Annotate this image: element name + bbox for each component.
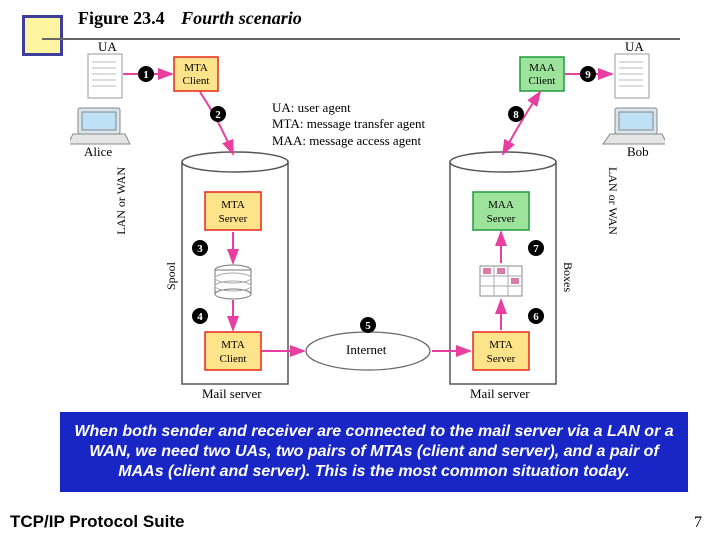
arrow-step [503,92,540,154]
internet-label: Internet [346,342,386,358]
legend-block: UA: user agent MTA: message transfer age… [272,100,425,149]
footer-left: TCP/IP Protocol Suite [10,512,184,532]
svg-text:MTA: MTA [221,339,245,351]
lan-wan-label: LAN or WAN [114,167,129,235]
svg-text:Server: Server [487,213,516,225]
document-icon [88,54,122,98]
step-badge: 8 [513,109,519,121]
step-badge: 3 [197,243,203,255]
svg-text:Client: Client [529,75,556,87]
svg-text:MTA: MTA [221,199,245,211]
svg-text:MTA: MTA [184,62,208,74]
caption-box: When both sender and receiver are connec… [60,412,688,492]
svg-text:Server: Server [219,213,248,225]
ua-label: UA [98,39,117,55]
svg-text:Client: Client [183,75,210,87]
accent-square [22,15,63,56]
svg-text:MTA: MTA [489,339,513,351]
laptop-icon [70,108,130,144]
figure-header: Figure 23.4 Fourth scenario [78,8,680,29]
step-badge: 4 [197,311,203,323]
bob-label: Bob [627,144,649,160]
figure-number: Figure 23.4 [78,8,165,28]
caption-text: When both sender and receiver are connec… [74,423,673,480]
step-badge: 7 [533,243,539,255]
laptop-icon [603,108,665,144]
step-badge: 5 [365,320,371,332]
spool-icon [215,265,251,299]
svg-text:Client: Client [220,353,247,365]
step-badge: 1 [143,69,149,81]
lan-wan-label: LAN or WAN [605,167,620,235]
diagram-area: MTA Client MAA Client MTA Server [70,42,665,404]
svg-text:MAA: MAA [529,62,555,74]
alice-label: Alice [84,144,112,160]
step-badge: 2 [215,109,221,121]
mail-server-left: MTA Server MTA Client [182,152,288,384]
mail-server-right: MAA Server MTA Server [450,152,556,384]
arrow-step [200,92,233,154]
legend-line: MAA: message access agent [272,133,425,149]
mailserver-label: Mail server [202,386,262,402]
slide: Figure 23.4 Fourth scenario [0,0,720,540]
legend-line: MTA: message transfer agent [272,116,425,132]
legend-line: UA: user agent [272,100,425,116]
svg-text:MAA: MAA [488,199,514,211]
boxes-icon [480,266,522,296]
spool-label: Spool [164,262,179,290]
maa-client-box: MAA Client [520,57,564,91]
step-badge: 9 [585,69,591,81]
mailserver-label: Mail server [470,386,530,402]
page-number: 7 [694,514,702,532]
figure-caption: Fourth scenario [181,8,302,28]
svg-text:Server: Server [487,353,516,365]
header-rule [42,38,680,40]
boxes-label: Boxes [560,262,575,292]
step-badge: 6 [533,311,539,323]
document-icon [615,54,649,98]
ua-label: UA [625,39,644,55]
mta-client-box: MTA Client [174,57,218,91]
